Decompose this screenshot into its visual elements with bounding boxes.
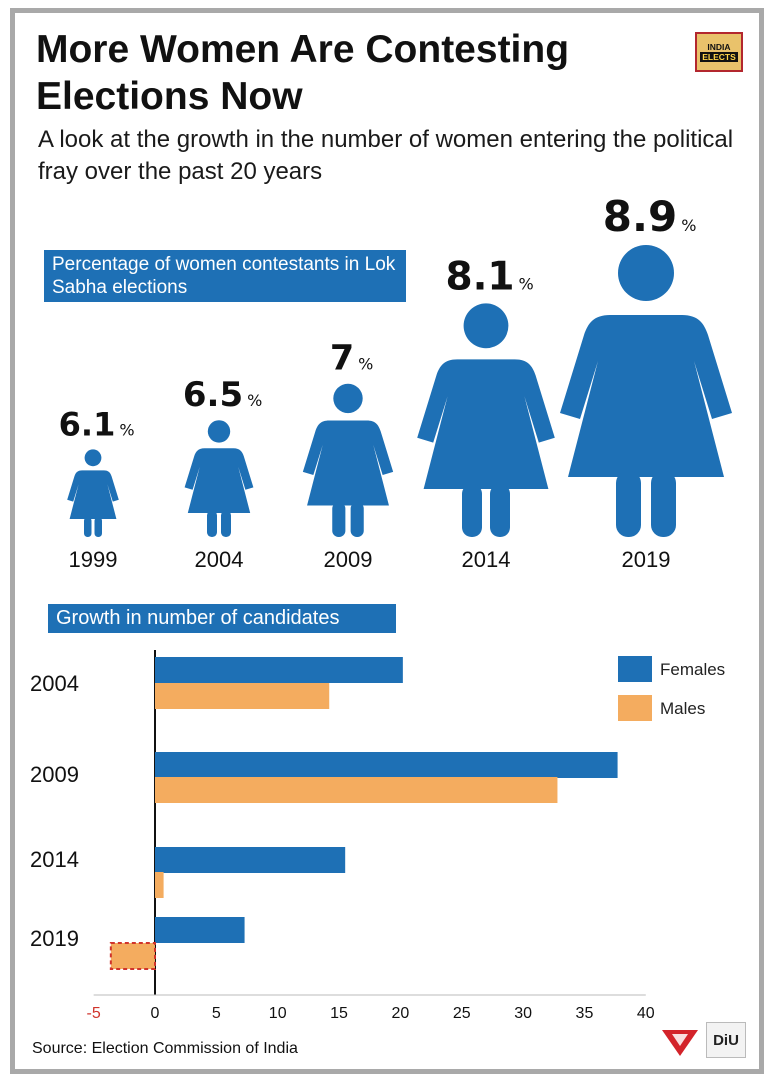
logo-line-2: ELECTS <box>700 52 738 62</box>
year-label: 2004 <box>195 547 244 572</box>
percentage-value: 8.1 <box>445 254 514 299</box>
woman-figure-icon <box>417 303 555 537</box>
year-label: 2019 <box>622 547 671 572</box>
percentage-unit: % <box>358 355 373 374</box>
year-label: 2014 <box>462 547 511 572</box>
woman-figure-icon <box>302 383 394 537</box>
year-label: 2009 <box>324 547 373 572</box>
percentage-value: 6.1 <box>59 405 116 443</box>
page-subtitle: A look at the growth in the number of wo… <box>38 126 734 185</box>
india-today-group-logo <box>662 1030 698 1056</box>
diu-logo: DiU <box>706 1022 746 1058</box>
percentage-value: 8.9 <box>603 192 677 241</box>
frame <box>10 8 764 1074</box>
source-note: Source: Election Commission of India <box>32 1040 298 1057</box>
percentage-unit: % <box>519 274 534 293</box>
percentage-value: 6.5 <box>183 375 243 415</box>
bar-section-label: Growth in number of candidates <box>48 604 396 633</box>
woman-figure-icon <box>560 245 732 537</box>
page-title: More Women Are Contesting Elections Now <box>36 28 570 118</box>
pictogram-chart: 6.1 % 1999 6.5 % 2004 7 % 2009 8.1 % 2014 8.9 % 2019 <box>59 192 732 572</box>
woman-figure-icon <box>184 420 254 537</box>
percentage-unit: % <box>119 420 134 439</box>
logo-line-1: INDIA <box>707 42 731 52</box>
pictogram-section-label: Percentage of women contestants in Lok S… <box>44 250 406 302</box>
year-label: 1999 <box>69 547 118 572</box>
percentage-unit: % <box>681 216 696 235</box>
india-elects-logo: INDIA ELECTS <box>695 32 743 72</box>
percentage-unit: % <box>247 391 262 410</box>
woman-figure-icon <box>67 449 119 537</box>
percentage-value: 7 <box>330 339 354 379</box>
